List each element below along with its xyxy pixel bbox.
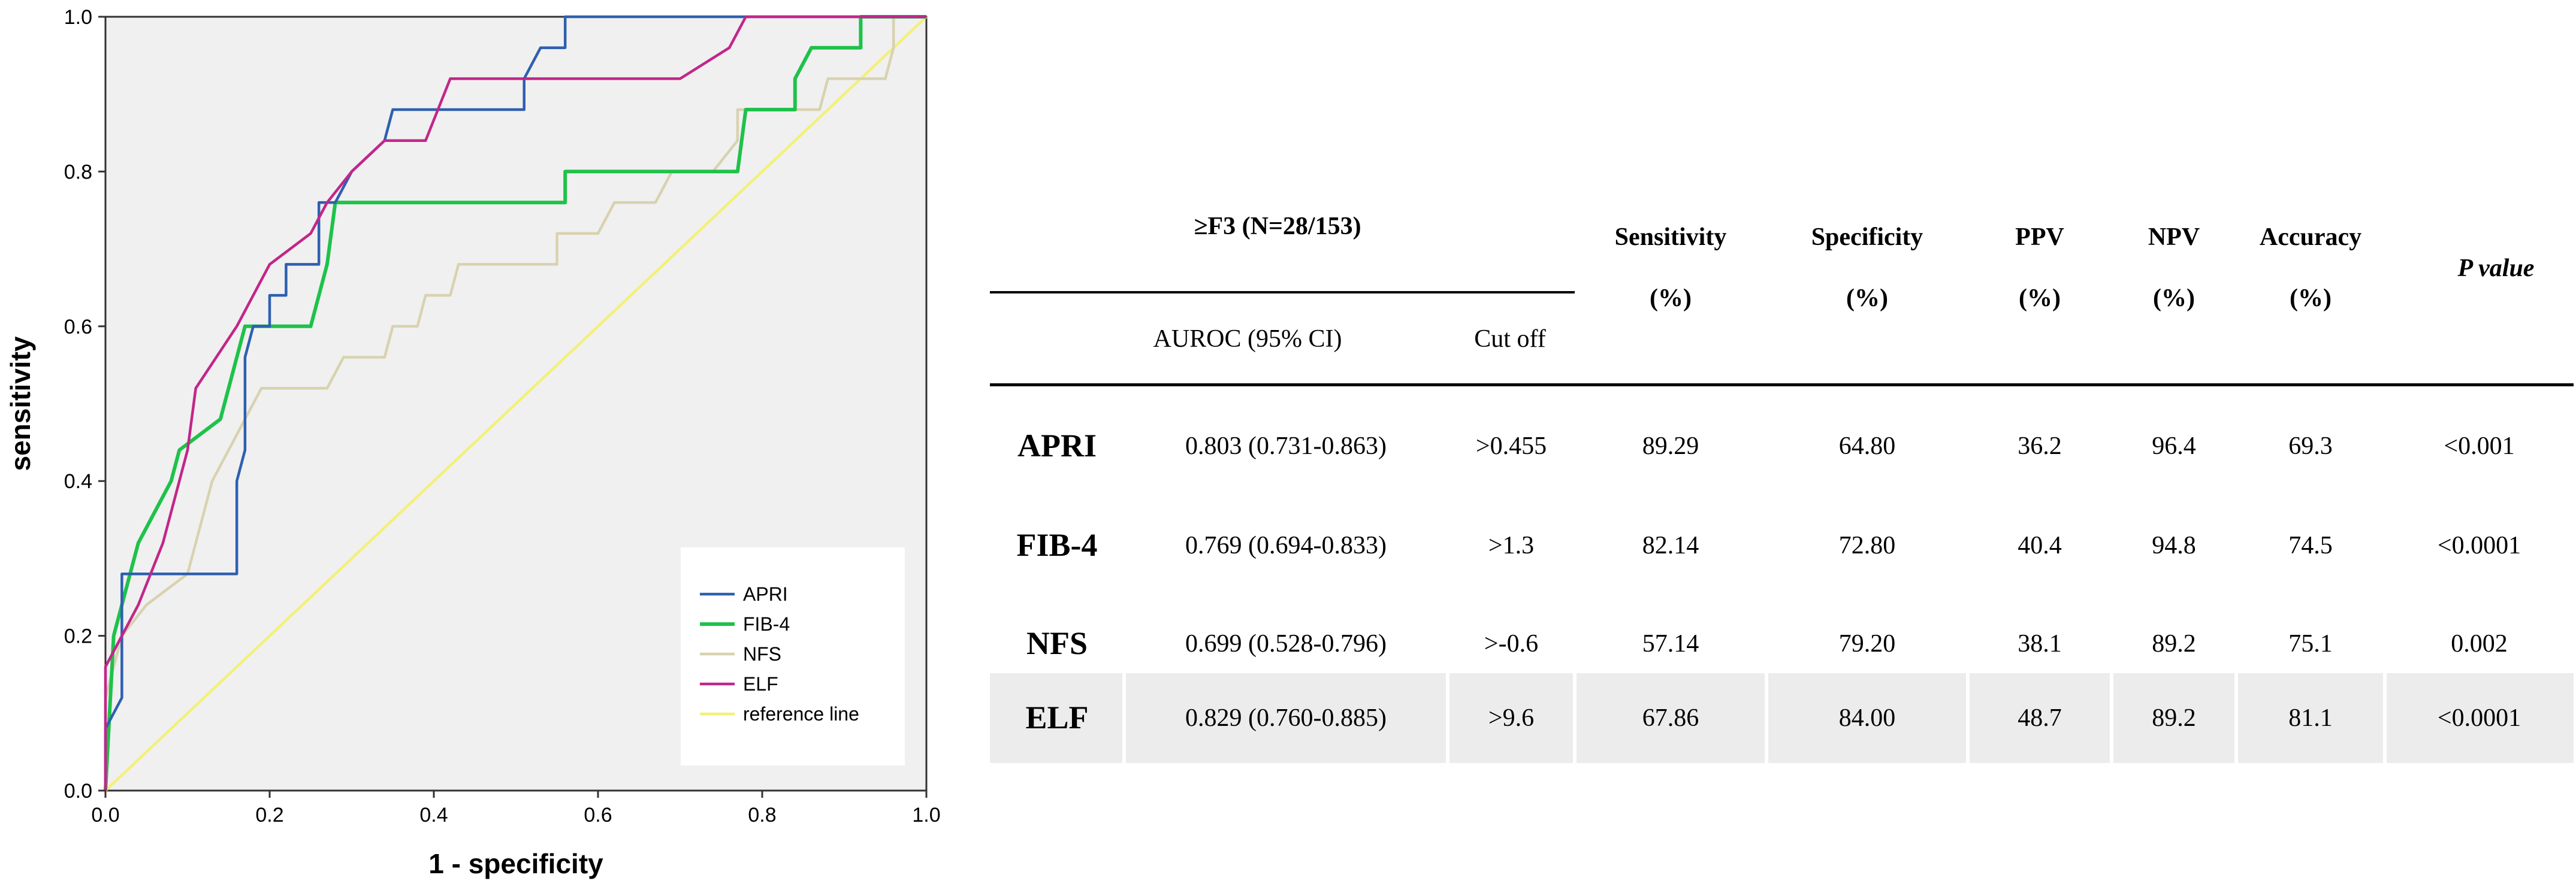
- cell-ppv: 36.2: [2018, 432, 2062, 460]
- cell-specificity: 72.80: [1838, 531, 1896, 559]
- cell-sensitivity: 67.86: [1642, 704, 1699, 732]
- column-separator: [1573, 673, 1577, 763]
- roc-curves: [104, 15, 928, 792]
- row-label: ELF: [1025, 700, 1089, 736]
- legend-label: reference line: [743, 703, 859, 725]
- column-separator: [1765, 673, 1768, 763]
- group-rule: [990, 291, 1575, 293]
- legend: APRI FIB-4 NFS ELF reference line: [681, 547, 905, 765]
- x-tick-label: 0.0: [91, 804, 119, 827]
- cell-auroc: 0.769 (0.694-0.833): [1185, 531, 1387, 559]
- col-header-accuracy-unit: (%): [2290, 284, 2332, 312]
- cell-specificity: 84.00: [1838, 704, 1896, 732]
- cell-specificity: 64.80: [1838, 432, 1896, 460]
- column-separator: [2383, 673, 2387, 763]
- cell-auroc: 0.699 (0.528-0.796): [1185, 629, 1387, 658]
- y-tick-label: 0.8: [64, 161, 92, 183]
- cell-npv: 96.4: [2152, 432, 2196, 460]
- curve-reference-line: [104, 16, 928, 792]
- row-label: APRI: [1017, 428, 1097, 464]
- cell-auroc: 0.803 (0.731-0.863): [1185, 432, 1387, 460]
- cell-npv: 89.2: [2152, 629, 2196, 658]
- col-header-npv: NPV: [2148, 223, 2200, 251]
- axis-ticks: 0.0 0.2 0.4 0.6 0.8 1.0 0.0 0.2 0.4 0.6 0.8 1.0: [64, 6, 941, 827]
- curve-elf: [104, 15, 926, 791]
- x-tick-label: 1.0: [912, 804, 940, 827]
- col-header-specificity: Specificity: [1811, 223, 1923, 251]
- col-header-sensitivity: Sensitivity: [1614, 223, 1727, 251]
- cell-ppv: 40.4: [2018, 531, 2062, 559]
- cell-accuracy: 75.1: [2288, 629, 2333, 658]
- cell-pvalue: <0.0001: [2437, 531, 2521, 559]
- x-tick-label: 0.6: [584, 804, 612, 827]
- cell-accuracy: 69.3: [2288, 432, 2333, 460]
- cell-pvalue: <0.0001: [2437, 704, 2521, 732]
- legend-label: FIB-4: [743, 613, 790, 635]
- legend-items: APRI FIB-4 NFS ELF reference line: [700, 583, 859, 725]
- col-header-sensitivity-unit: (%): [1650, 284, 1692, 312]
- sub-header-auroc: AUROC (95% CI): [1153, 325, 1342, 353]
- legend-label: APRI: [743, 583, 788, 605]
- y-tick-label: 1.0: [64, 6, 92, 29]
- cell-ppv: 38.1: [2018, 629, 2062, 658]
- row-shading: [990, 673, 2574, 763]
- legend-label: ELF: [743, 673, 778, 695]
- y-tick-label: 0.6: [64, 316, 92, 338]
- col-header-npv-unit: (%): [2153, 284, 2195, 312]
- cell-npv: 94.8: [2152, 531, 2196, 559]
- col-header-specificity-unit: (%): [1846, 284, 1888, 312]
- x-tick-label: 0.4: [419, 804, 448, 827]
- cell-npv: 89.2: [2152, 704, 2196, 732]
- roc-chart: 0.0 0.2 0.4 0.6 0.8 1.0 0.0 0.2 0.4 0.6 0.8 1.0 1 -…: [5, 6, 941, 879]
- x-axis-title: 1 - specificity: [428, 848, 603, 879]
- cell-accuracy: 74.5: [2288, 531, 2333, 559]
- y-tick-label: 0.4: [64, 470, 92, 493]
- curve-nfs: [104, 15, 926, 791]
- y-tick-label: 0.0: [64, 780, 92, 803]
- column-separator: [2234, 673, 2238, 763]
- cell-sensitivity: 57.14: [1642, 629, 1699, 658]
- cell-specificity: 79.20: [1838, 629, 1896, 658]
- cell-pvalue: 0.002: [2451, 629, 2508, 658]
- header-rule: [990, 383, 2574, 386]
- x-tick-label: 0.2: [255, 804, 283, 827]
- row-label: FIB-4: [1016, 527, 1098, 564]
- y-tick-label: 0.2: [64, 625, 92, 648]
- col-header-accuracy: Accuracy: [2259, 223, 2362, 251]
- column-separator: [1966, 673, 1970, 763]
- cell-cutoff: >1.3: [1488, 531, 1535, 559]
- cell-sensitivity: 82.14: [1642, 531, 1699, 559]
- column-separator: [1122, 673, 1126, 763]
- group-header: ≥F3 (N=28/153): [1194, 212, 1361, 240]
- column-separator: [1446, 673, 1449, 763]
- y-axis-title: sensitivity: [5, 336, 36, 471]
- results-table: ≥F3 (N=28/153) Sensitivity (%) Specifici…: [990, 180, 2574, 767]
- cell-accuracy: 81.1: [2288, 704, 2333, 732]
- col-header-ppv-unit: (%): [2019, 284, 2061, 312]
- col-header-ppv: PPV: [2015, 223, 2064, 251]
- cell-cutoff: >-0.6: [1484, 629, 1539, 658]
- cell-sensitivity: 89.29: [1642, 432, 1699, 460]
- sub-header-cutoff: Cut off: [1474, 325, 1546, 353]
- cell-cutoff: >9.6: [1488, 704, 1535, 732]
- curve-fib-4: [104, 15, 926, 791]
- cell-cutoff: >0.455: [1475, 432, 1547, 460]
- col-header-pvalue: P value: [2457, 254, 2535, 282]
- column-separator: [2110, 673, 2113, 763]
- cell-pvalue: <0.001: [2444, 432, 2515, 460]
- legend-box: [681, 547, 905, 765]
- x-tick-label: 0.8: [748, 804, 776, 827]
- row-label: NFS: [1026, 625, 1088, 662]
- legend-label: NFS: [743, 643, 781, 665]
- cell-ppv: 48.7: [2018, 704, 2062, 732]
- cell-auroc: 0.829 (0.760-0.885): [1185, 704, 1387, 732]
